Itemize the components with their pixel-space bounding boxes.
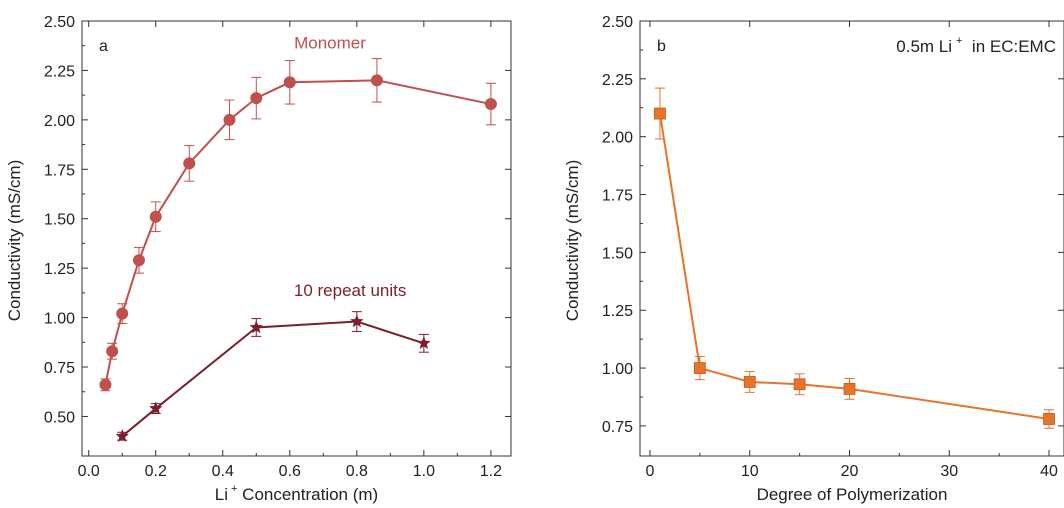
series-line (104, 79, 492, 386)
y-tick-label: 0.50 (44, 409, 75, 426)
data-point (148, 401, 163, 415)
y-tick-label: 2.50 (602, 14, 633, 31)
y-tick-label: 0.75 (602, 419, 633, 436)
data-point (743, 376, 756, 388)
x-tick-label: 40 (1040, 463, 1058, 480)
y-tick-label: 1.50 (44, 212, 75, 229)
y-tick-label: 2.50 (44, 14, 75, 31)
y-tick-label: 1.25 (44, 261, 75, 278)
data-point (106, 345, 119, 358)
data-point (249, 320, 264, 334)
plot-frame (639, 20, 1064, 457)
series-dp (654, 87, 1055, 429)
panel-annotation: 0.5m Li + in EC:EMC (896, 35, 1056, 56)
x-tick-label: 0.6 (279, 463, 301, 480)
y-tick-label: 1.00 (44, 311, 75, 328)
x-axis-label: Li + Concentration (m) (215, 483, 378, 504)
x-tick-label: 20 (841, 463, 859, 480)
data-point (116, 307, 129, 320)
y-tick-label: 2.25 (602, 72, 633, 89)
x-tick-label: 0.8 (346, 463, 368, 480)
x-tick-label: 1.0 (413, 463, 435, 480)
data-point (115, 429, 130, 443)
y-tick-label: 1.75 (44, 162, 75, 179)
x-tick-label: 0.4 (212, 463, 234, 480)
data-point (654, 107, 666, 120)
series-line (658, 113, 1050, 420)
data-point (693, 362, 706, 374)
data-point (283, 76, 296, 89)
x-tick-label: 0.2 (145, 463, 167, 480)
x-tick-label: 10 (741, 463, 759, 480)
data-point (223, 113, 236, 126)
y-tick-label: 2.00 (44, 113, 75, 130)
data-point (484, 98, 497, 111)
y-tick-label: 2.00 (602, 130, 633, 147)
data-point (370, 74, 383, 87)
x-tick-label: 1.2 (480, 463, 502, 480)
series-monomer (99, 58, 497, 392)
data-point (132, 254, 145, 267)
series-line (121, 320, 425, 438)
data-point (250, 92, 263, 105)
chart-panel-b: 0 10 20 30 40 0.75 1.00 1.25 1.50 1.75 2.00 2.25 2.5… (563, 14, 1064, 504)
data-point (417, 336, 431, 350)
y-tick-label: 1.50 (602, 245, 633, 262)
y-tick-label: 0.75 (44, 360, 75, 377)
plot-frame (81, 20, 512, 457)
x-tick-label: 0 (646, 463, 655, 480)
data-point (99, 378, 112, 391)
chart-panel-a: 0.0 0.2 0.4 0.6 0.8 1.0 1.2 0.50 0.75 1.00 1.25 1.5… (5, 14, 512, 504)
series-label-monomer: Monomer (294, 34, 366, 53)
data-point (843, 382, 856, 395)
y-tick-label: 1.75 (602, 188, 633, 205)
y-tick-label: 1.00 (602, 361, 633, 378)
data-point (793, 378, 806, 391)
y-axis-label: Conductivity (mS/cm) (563, 160, 582, 322)
data-point (349, 314, 364, 328)
series-10-repeat-units (115, 311, 431, 443)
panel-label: b (657, 38, 666, 55)
y-tick-label: 1.25 (602, 303, 633, 320)
y-tick-label: 2.25 (44, 63, 75, 80)
data-point (183, 157, 196, 170)
series-label-10-repeat-units: 10 repeat units (294, 281, 406, 300)
data-point (149, 210, 162, 223)
x-tick-label: 30 (940, 463, 958, 480)
panel-label: a (99, 38, 108, 55)
data-point (1043, 413, 1055, 425)
x-tick-label: 0.0 (78, 463, 100, 480)
y-axis-label: Conductivity (mS/cm) (5, 160, 24, 322)
x-axis-label: Degree of Polymerization (757, 485, 948, 504)
